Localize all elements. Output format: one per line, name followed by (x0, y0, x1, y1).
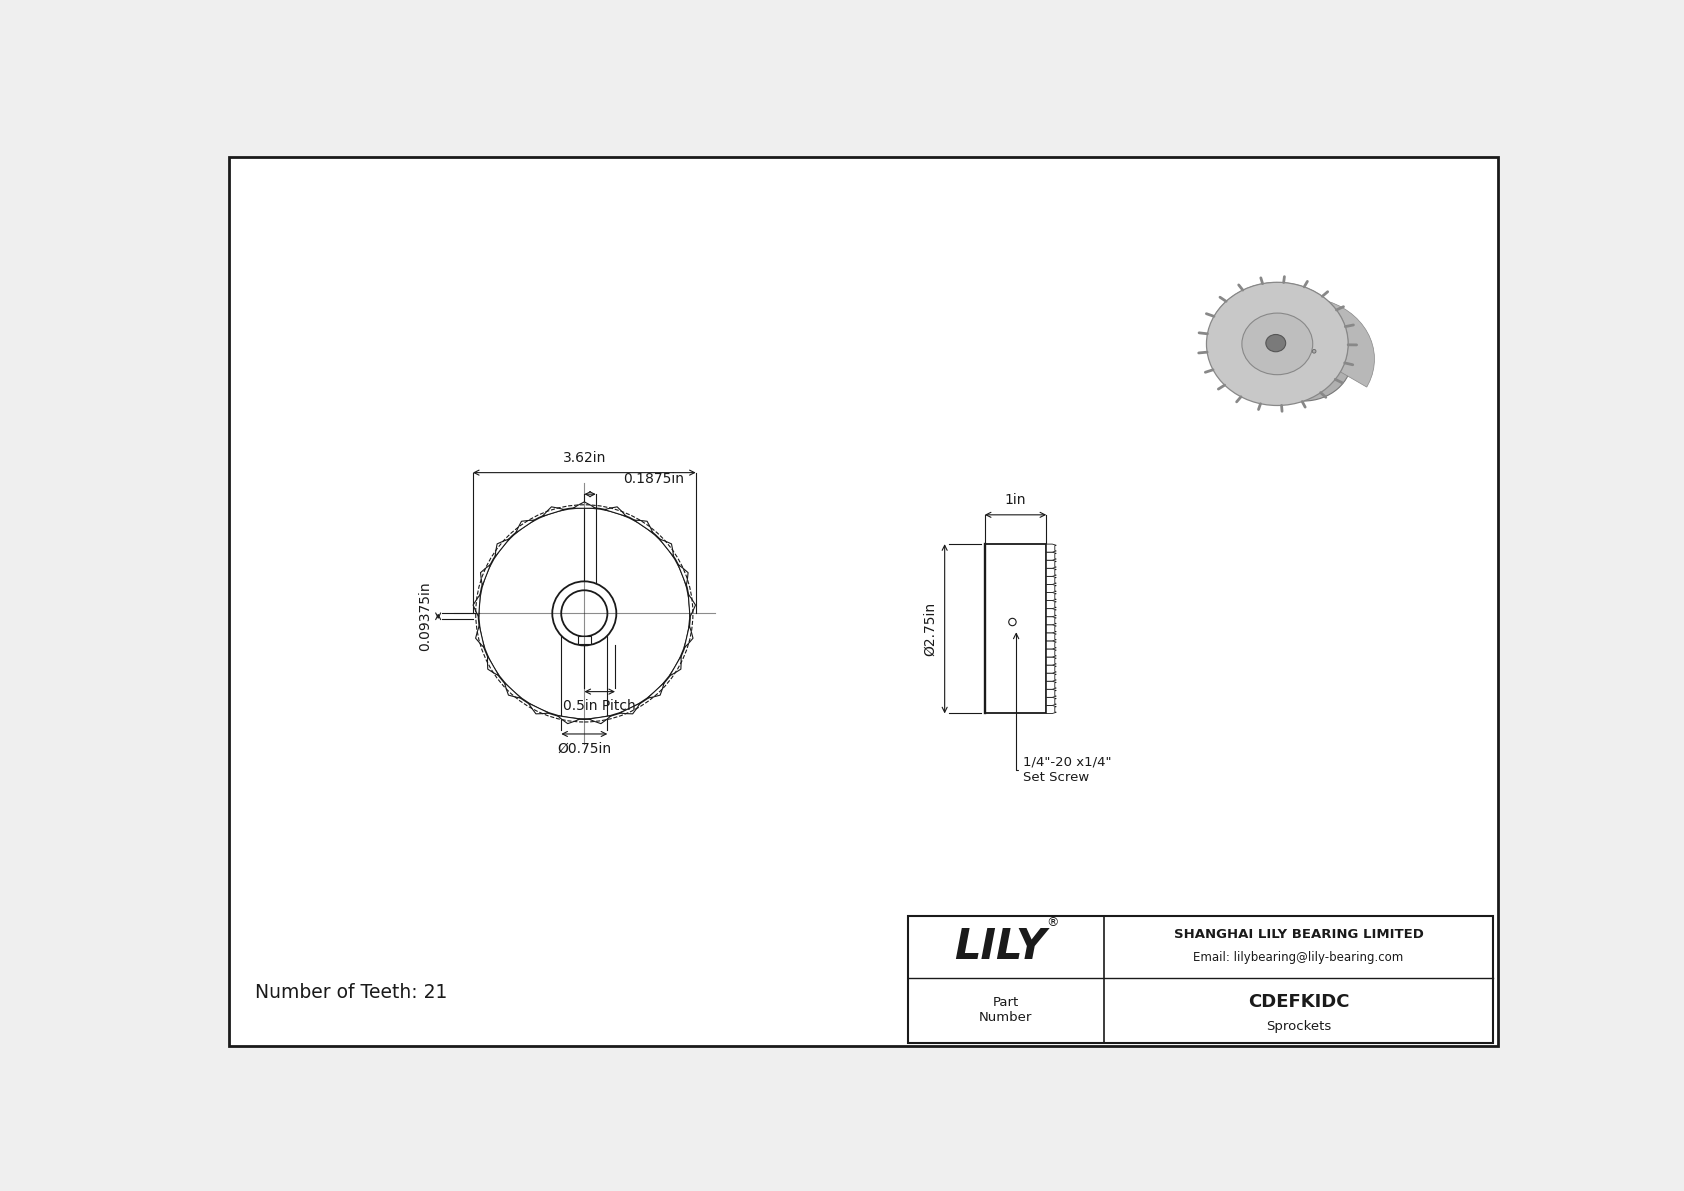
Polygon shape (1046, 576, 1056, 585)
Ellipse shape (1241, 313, 1314, 375)
Polygon shape (473, 594, 480, 617)
Polygon shape (1046, 560, 1056, 568)
Polygon shape (1046, 632, 1056, 641)
Text: Number of Teeth: 21: Number of Teeth: 21 (254, 984, 448, 1003)
Polygon shape (589, 716, 611, 724)
Polygon shape (515, 520, 534, 532)
Polygon shape (487, 656, 498, 675)
Text: 1/4"-20 x1/4"
Set Screw: 1/4"-20 x1/4" Set Screw (1014, 634, 1111, 784)
Polygon shape (1046, 681, 1056, 690)
Polygon shape (529, 703, 549, 713)
Circle shape (478, 507, 690, 719)
Polygon shape (1046, 698, 1056, 705)
Polygon shape (1046, 544, 1056, 553)
Polygon shape (1046, 592, 1056, 600)
Polygon shape (475, 625, 485, 648)
Polygon shape (689, 594, 695, 617)
Polygon shape (542, 507, 564, 517)
Ellipse shape (1256, 317, 1352, 401)
Text: 1in: 1in (1005, 493, 1026, 507)
Polygon shape (1046, 690, 1056, 698)
Polygon shape (573, 501, 596, 509)
Text: 0.09375in: 0.09375in (418, 581, 433, 651)
Bar (578, 636, 591, 644)
Text: 3.62in: 3.62in (562, 451, 606, 464)
Polygon shape (1046, 657, 1056, 665)
Polygon shape (1214, 282, 1374, 387)
Text: Sprockets: Sprockets (1266, 1019, 1330, 1033)
Ellipse shape (1206, 282, 1349, 405)
Text: LILY: LILY (953, 925, 1046, 968)
Polygon shape (1046, 625, 1056, 632)
Text: 0.1875in: 0.1875in (623, 473, 684, 486)
Polygon shape (1046, 609, 1056, 617)
Circle shape (561, 591, 608, 636)
Polygon shape (1046, 649, 1056, 657)
Circle shape (552, 581, 616, 646)
Polygon shape (684, 625, 694, 648)
Polygon shape (620, 703, 640, 713)
Polygon shape (660, 540, 674, 556)
Circle shape (1312, 349, 1315, 353)
Polygon shape (1046, 553, 1056, 560)
Text: ®: ® (1046, 916, 1058, 929)
Polygon shape (495, 540, 509, 556)
Polygon shape (1046, 673, 1056, 681)
Bar (985, 544, 1046, 713)
Text: Part
Number: Part Number (978, 997, 1032, 1024)
Polygon shape (1046, 617, 1056, 625)
Bar (908, 916, 1494, 1043)
Polygon shape (1046, 600, 1056, 609)
Polygon shape (1046, 665, 1056, 673)
Ellipse shape (1266, 335, 1285, 351)
Polygon shape (605, 507, 626, 517)
Text: Ø0.75in: Ø0.75in (557, 742, 611, 755)
Polygon shape (505, 682, 520, 698)
Polygon shape (647, 682, 663, 698)
Polygon shape (557, 716, 579, 724)
Polygon shape (670, 656, 680, 675)
Polygon shape (635, 520, 653, 532)
Text: 0.5in Pitch: 0.5in Pitch (564, 699, 637, 713)
Polygon shape (1046, 585, 1056, 592)
Text: CDEFKIDC: CDEFKIDC (1248, 993, 1349, 1011)
Polygon shape (480, 565, 490, 586)
Text: Ø2.75in: Ø2.75in (923, 601, 936, 656)
Text: Email: lilybearing@lily-bearing.com: Email: lilybearing@lily-bearing.com (1194, 952, 1403, 965)
Polygon shape (1046, 641, 1056, 649)
Circle shape (1009, 618, 1015, 625)
Polygon shape (1046, 568, 1056, 576)
Text: SHANGHAI LILY BEARING LIMITED: SHANGHAI LILY BEARING LIMITED (1174, 928, 1423, 941)
Polygon shape (1046, 705, 1056, 713)
Polygon shape (679, 565, 689, 586)
